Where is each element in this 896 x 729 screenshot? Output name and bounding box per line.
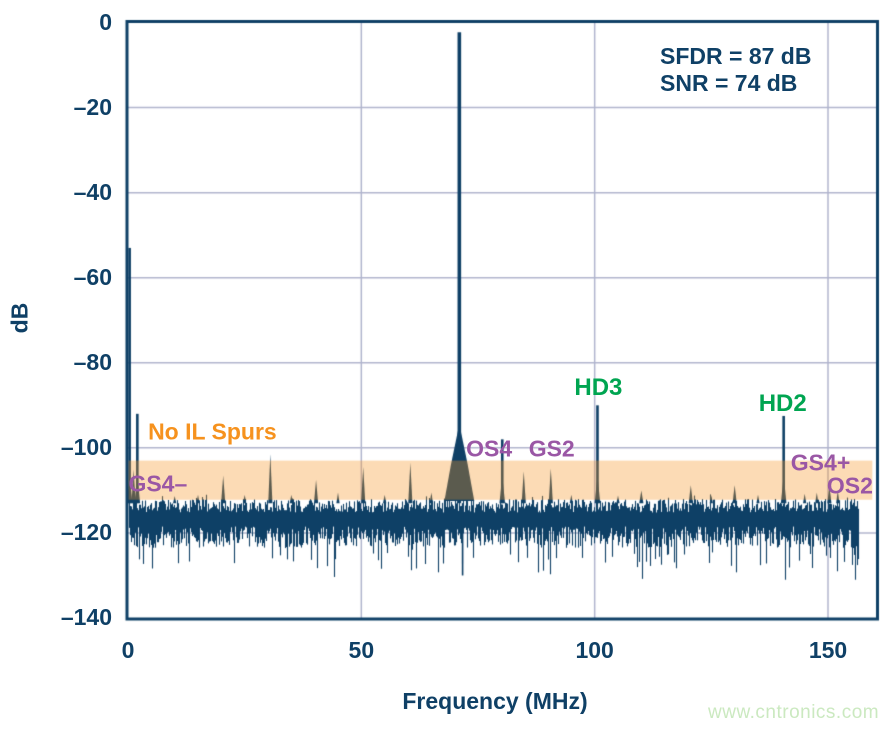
y-tick-label-80: –80 bbox=[73, 348, 112, 375]
y-tick-label-20: –20 bbox=[73, 93, 112, 120]
y-tick-label-40: –40 bbox=[73, 178, 112, 205]
stats-box: SFDR = 87 dB SNR = 74 dB bbox=[660, 43, 811, 97]
annotation-gs4-minus: GS4– bbox=[128, 470, 188, 497]
x-tick-label-50: 50 bbox=[348, 637, 375, 663]
y-axis-title: dB bbox=[6, 302, 33, 334]
annotation-hd2: HD2 bbox=[758, 389, 807, 417]
x-tick-label-0: 0 bbox=[121, 637, 135, 663]
annotation-os2: OS2 bbox=[826, 472, 873, 499]
annotation-no-il-spurs: No IL Spurs bbox=[148, 418, 277, 445]
annotation-os4: OS4 bbox=[466, 435, 513, 462]
y-tick-label-0: 0 bbox=[99, 8, 112, 35]
sfdr-value: SFDR = 87 dB bbox=[660, 43, 812, 69]
x-tick-label-150: 150 bbox=[808, 637, 848, 663]
y-tick-label-100: –100 bbox=[60, 433, 112, 460]
y-tick-label-140: –140 bbox=[60, 603, 112, 630]
y-tick-label-120: –120 bbox=[60, 518, 112, 545]
watermark-text: www.cntronics.com bbox=[708, 702, 880, 723]
x-axis-title: Frequency (MHz) bbox=[402, 688, 588, 714]
annotation-gs4-plus: GS4+ bbox=[790, 449, 851, 476]
annotation-hd3: HD3 bbox=[574, 374, 623, 402]
annotation-gs2: GS2 bbox=[528, 435, 575, 462]
snr-value: SNR = 74 dB bbox=[660, 70, 798, 96]
y-tick-label-60: –60 bbox=[73, 263, 112, 290]
x-tick-label-100: 100 bbox=[575, 637, 614, 663]
